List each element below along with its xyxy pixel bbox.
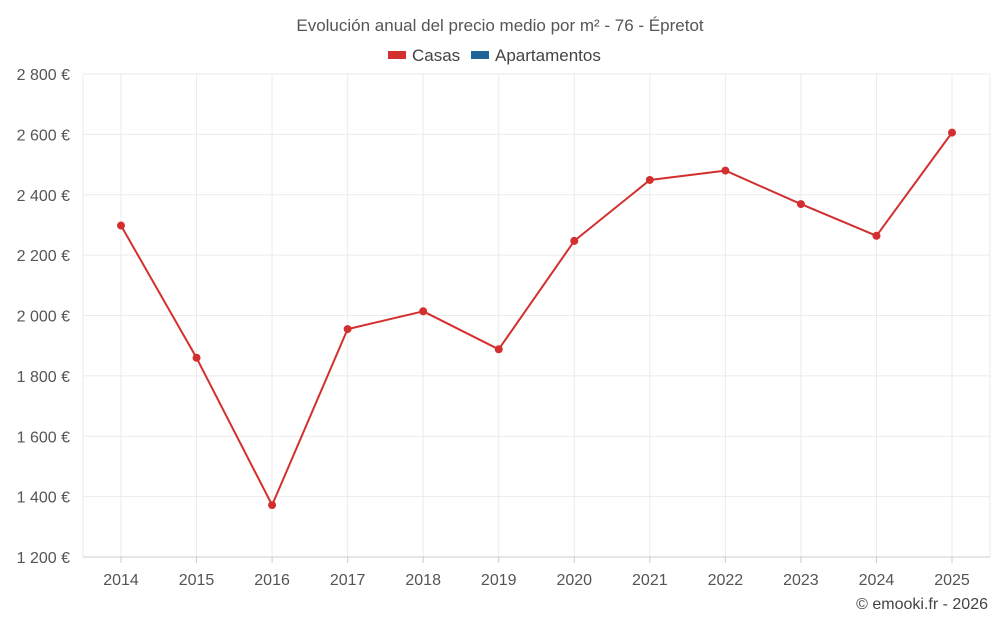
y-tick-label: 1 800 € [17, 369, 70, 386]
y-tick-label: 2 400 € [17, 188, 70, 205]
legend-swatch [388, 51, 406, 59]
y-tick-label: 1 400 € [17, 490, 70, 507]
legend-item-apartamentos[interactable]: Apartamentos [471, 46, 601, 65]
y-tick-label: 2 800 € [17, 67, 70, 84]
data-point [645, 175, 654, 184]
data-point [570, 236, 579, 245]
x-axis: 2014 2015 2016 2017 2018 2019 2020 2021 2022 2023… [83, 556, 990, 589]
data-point [796, 200, 805, 209]
x-tick-label: 2018 [405, 572, 441, 589]
x-tick-label: 2020 [556, 572, 592, 589]
legend[interactable]: Casas Apartamentos [388, 46, 601, 65]
x-tick-label: 2016 [254, 572, 290, 589]
data-point [268, 501, 277, 510]
x-tick-label: 2019 [481, 572, 517, 589]
data-point [419, 307, 428, 316]
data-point [494, 345, 503, 354]
y-tick-label: 1 200 € [17, 550, 70, 567]
y-tick-label: 2 600 € [17, 127, 70, 144]
legend-label: Casas [412, 46, 460, 65]
data-point [343, 325, 352, 334]
x-tick-label: 2023 [783, 572, 819, 589]
data-point [117, 221, 125, 230]
x-tick-label: 2021 [632, 572, 668, 589]
y-axis: 1 200 € 1 400 € 1 600 € 1 800 € 2 000 € 2 200… [17, 67, 70, 567]
series-line [120, 132, 953, 507]
data-point [948, 128, 956, 137]
series-layer [117, 128, 956, 510]
x-tick-label: 2022 [708, 572, 744, 589]
x-tick-label: 2014 [103, 572, 139, 589]
grid [82, 73, 991, 558]
series-casas [117, 128, 956, 510]
x-tick-label: 2024 [859, 572, 895, 589]
data-point [721, 166, 730, 175]
legend-item-casas[interactable]: Casas [388, 46, 460, 65]
x-tick-label: 2015 [179, 572, 215, 589]
y-tick-label: 2 000 € [17, 309, 70, 326]
y-tick-label: 2 200 € [17, 248, 70, 265]
y-tick-label: 1 600 € [17, 429, 70, 446]
legend-swatch [471, 51, 489, 59]
x-tick-label: 2017 [330, 572, 366, 589]
data-point [872, 231, 881, 240]
x-tick-label: 2025 [934, 572, 970, 589]
chart-title: Evolución anual del precio medio por m² … [296, 16, 704, 35]
data-point [192, 353, 201, 362]
legend-label: Apartamentos [495, 46, 601, 65]
credit-text: © emooki.fr - 2026 [856, 596, 988, 613]
